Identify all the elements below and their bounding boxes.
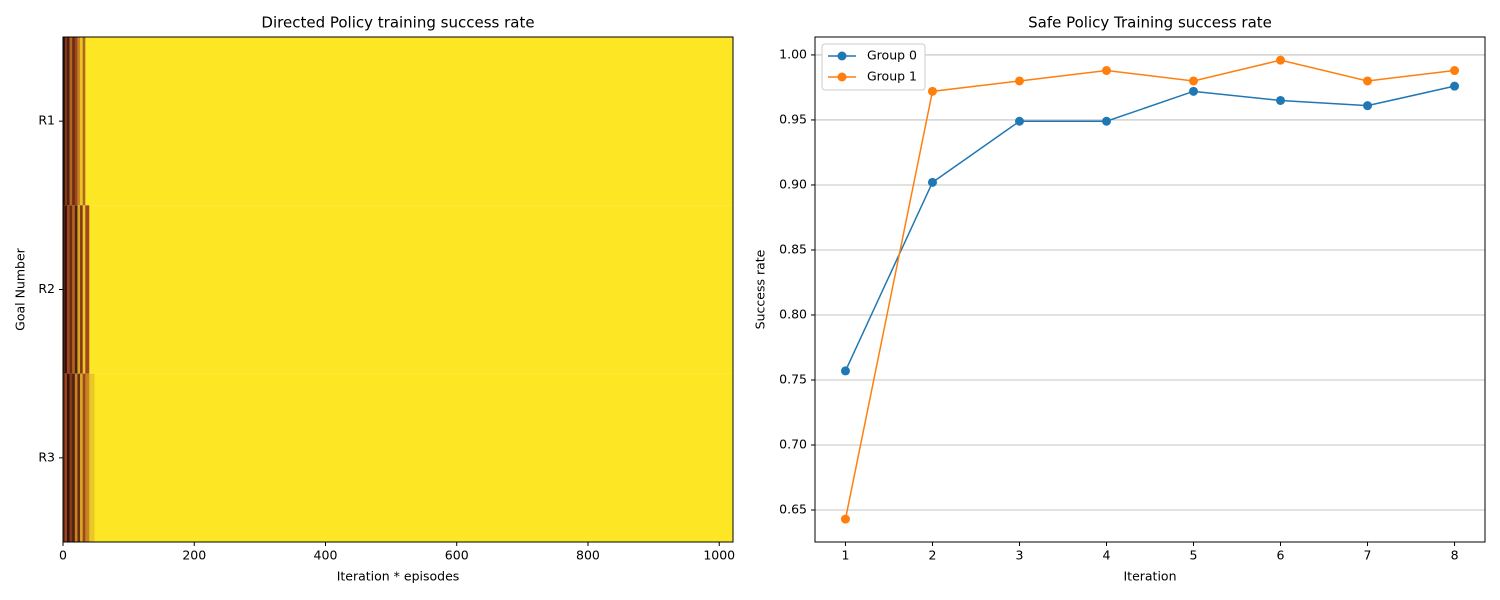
- heat-cell: [77, 205, 81, 374]
- legend: Group 0 Group 1: [821, 43, 926, 91]
- y-tick-label: R1: [38, 113, 55, 128]
- heat-cell: [66, 37, 70, 206]
- heat-cell: [82, 205, 86, 374]
- data-point: [1189, 86, 1199, 96]
- heat-cell: [94, 37, 733, 206]
- heat-cell: [85, 37, 90, 206]
- x-axis-label: Iteration * episodes: [337, 569, 460, 584]
- data-point: [1276, 95, 1286, 105]
- data-point: [1363, 76, 1373, 86]
- x-tick-label: 4: [1103, 548, 1111, 563]
- y-axis-label: Goal Number: [13, 247, 28, 331]
- heat-cell: [82, 37, 86, 206]
- data-point: [840, 514, 850, 524]
- y-tick-label: 0.95: [779, 111, 807, 126]
- legend-marker: [837, 51, 847, 61]
- heat-cell: [69, 205, 73, 374]
- chart-title: Directed Policy training success rate: [261, 14, 534, 32]
- heat-cell: [69, 37, 73, 206]
- heat-cell: [85, 205, 90, 374]
- data-point: [1276, 55, 1286, 65]
- axes-frame: [814, 36, 1486, 543]
- legend-label: Group 1: [867, 69, 917, 84]
- y-tick-label: 0.65: [779, 502, 807, 517]
- x-tick-label: 400: [314, 548, 338, 563]
- heat-cell: [64, 205, 68, 374]
- x-tick-label: 200: [182, 548, 206, 563]
- heat-cell: [74, 205, 78, 374]
- x-axis-label: Iteration: [1123, 569, 1176, 584]
- y-tick-label: 0.70: [779, 437, 807, 452]
- series-line: [844, 59, 1455, 520]
- y-tick-label: 0.75: [779, 371, 807, 386]
- heat-cell: [72, 37, 76, 206]
- heat-cell: [69, 373, 73, 542]
- series-line: [844, 85, 1455, 372]
- x-tick-label: 8: [1451, 548, 1459, 563]
- y-tick-label: 0.90: [779, 176, 807, 191]
- heat-cell: [80, 37, 83, 206]
- x-tick-label: 3: [1016, 548, 1024, 563]
- x-tick-label: 800: [576, 548, 600, 563]
- x-tick-label: 0: [59, 548, 67, 563]
- heat-cell: [72, 205, 76, 374]
- y-axis-label: Success rate: [753, 249, 768, 329]
- heat-cell: [89, 205, 95, 374]
- data-point: [1450, 81, 1460, 91]
- data-point: [927, 177, 937, 187]
- y-tick-label: 0.80: [779, 306, 807, 321]
- y-tick-label: R3: [38, 449, 55, 464]
- data-point: [1450, 66, 1460, 76]
- data-point: [1014, 116, 1024, 126]
- data-point: [1101, 66, 1111, 76]
- legend-label: Group 0: [867, 48, 917, 63]
- heat-cell: [80, 373, 83, 542]
- heat-cell: [89, 37, 95, 206]
- data-point: [927, 86, 937, 96]
- axes-frame: [62, 36, 734, 543]
- heat-cell: [66, 205, 70, 374]
- heat-cell: [74, 37, 78, 206]
- heat-cell: [64, 37, 68, 206]
- heat-cell: [85, 373, 90, 542]
- x-tick-label: 600: [445, 548, 469, 563]
- heat-cell: [94, 205, 733, 374]
- data-point: [1363, 101, 1373, 111]
- x-tick-label: 1000: [703, 548, 735, 563]
- heat-cell: [94, 373, 733, 542]
- data-point: [840, 366, 850, 376]
- heat-cell: [66, 373, 70, 542]
- heat-cell: [82, 373, 86, 542]
- heat-cell: [63, 37, 66, 206]
- data-point: [1014, 76, 1024, 86]
- x-tick-label: 1: [841, 548, 849, 563]
- heat-cell: [72, 373, 76, 542]
- x-tick-label: 2: [928, 548, 936, 563]
- data-point: [1189, 76, 1199, 86]
- y-tick-label: 0.85: [779, 241, 807, 256]
- heat-cell: [80, 205, 83, 374]
- heat-cell: [77, 37, 81, 206]
- heat-cell: [74, 373, 78, 542]
- y-tick-label: 1.00: [779, 46, 807, 61]
- heat-cell: [77, 373, 81, 542]
- x-tick-label: 5: [1190, 548, 1198, 563]
- heat-cell: [63, 205, 66, 374]
- x-tick-label: 6: [1277, 548, 1285, 563]
- heat-cell: [63, 373, 66, 542]
- x-tick-label: 7: [1364, 548, 1372, 563]
- heat-cell: [64, 373, 68, 542]
- heat-cell: [89, 373, 95, 542]
- chart-title: Safe Policy Training success rate: [1028, 14, 1272, 32]
- data-point: [1101, 116, 1111, 126]
- legend-marker: [837, 72, 847, 82]
- y-tick-label: R2: [38, 281, 55, 296]
